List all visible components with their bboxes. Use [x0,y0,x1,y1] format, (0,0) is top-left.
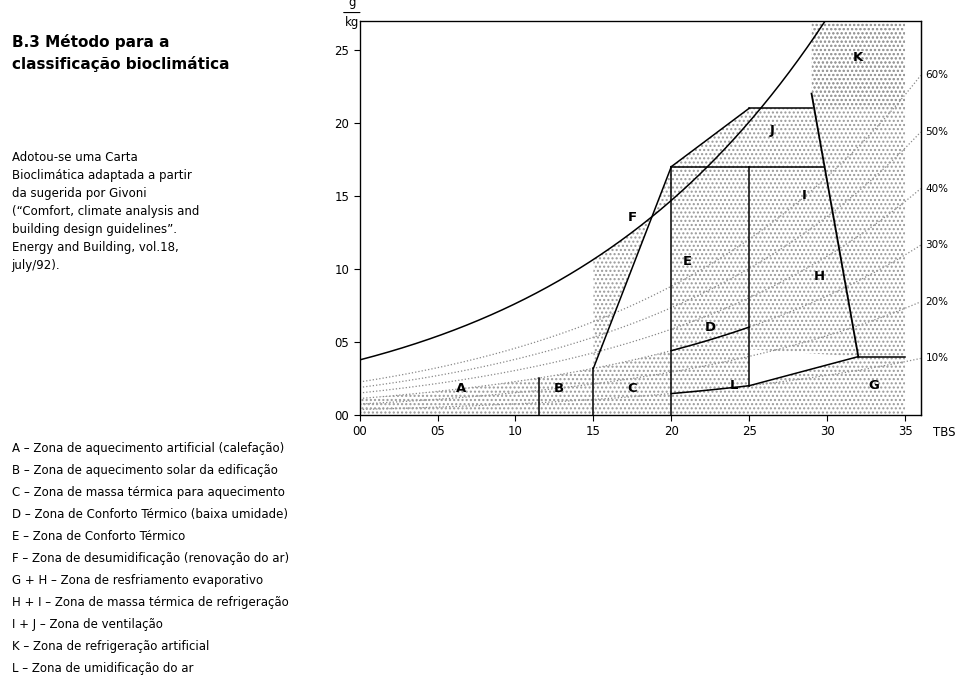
Text: g: g [348,0,356,9]
Text: L – Zona de umidificação do ar: L – Zona de umidificação do ar [12,662,193,675]
Text: 60%: 60% [925,71,948,80]
Text: K – Zona de refrigeração artificial: K – Zona de refrigeração artificial [12,640,209,653]
Text: H + I – Zona de massa térmica de refrigeração: H + I – Zona de massa térmica de refrige… [12,596,289,609]
Text: G: G [869,379,879,392]
Text: D: D [705,321,715,334]
Text: C – Zona de massa térmica para aquecimento: C – Zona de massa térmica para aquecimen… [12,486,285,499]
Text: Adotou-se uma Carta
Bioclimática adaptada a partir
da sugerida por Givoni
(“Comf: Adotou-se uma Carta Bioclimática adaptad… [12,151,199,272]
Text: B: B [554,382,564,395]
Text: B – Zona de aquecimento solar da edificação: B – Zona de aquecimento solar da edifica… [12,464,277,477]
Text: 20%: 20% [925,297,948,307]
Text: 30%: 30% [925,240,948,250]
Text: E: E [682,255,691,268]
Text: K: K [854,51,863,64]
Text: D – Zona de Conforto Térmico (baixa umidade): D – Zona de Conforto Térmico (baixa umid… [12,508,288,521]
Text: H: H [814,270,825,283]
Text: 40%: 40% [925,184,948,193]
Text: C: C [627,382,637,395]
Text: kg: kg [344,16,359,29]
Text: 50%: 50% [925,127,948,137]
Text: G + H – Zona de resfriamento evaporativo: G + H – Zona de resfriamento evaporativo [12,574,263,587]
Text: A: A [456,382,466,395]
Text: B.3 Método para a
classificação bioclimática: B.3 Método para a classificação bioclimá… [12,34,229,71]
Text: F – Zona de desumidificação (renovação do ar): F – Zona de desumidificação (renovação d… [12,552,289,565]
Text: J: J [770,123,775,137]
Text: E – Zona de Conforto Térmico: E – Zona de Conforto Térmico [12,530,185,543]
Text: I + J – Zona de ventilação: I + J – Zona de ventilação [12,618,162,631]
Text: I: I [802,189,807,202]
Text: L: L [730,379,737,392]
Text: TBS: TBS [933,426,955,439]
Text: A – Zona de aquecimento artificial (calefação): A – Zona de aquecimento artificial (cale… [12,442,284,456]
Text: 10%: 10% [925,353,948,364]
Text: F: F [628,211,637,224]
